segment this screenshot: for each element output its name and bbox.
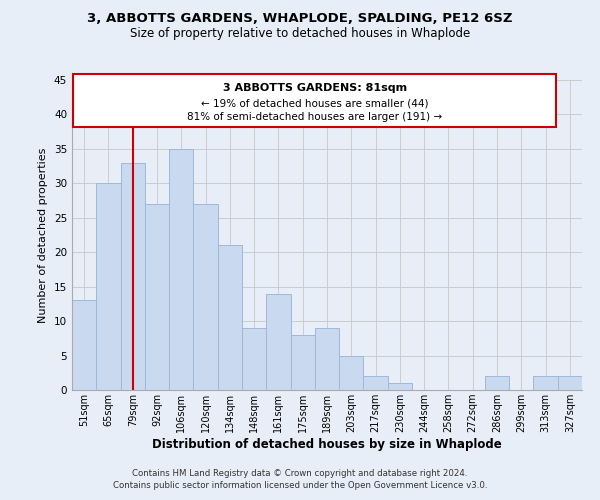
Text: ← 19% of detached houses are smaller (44): ← 19% of detached houses are smaller (44… <box>201 98 428 108</box>
Bar <box>339 356 364 390</box>
Text: 81% of semi-detached houses are larger (191) →: 81% of semi-detached houses are larger (… <box>187 112 442 122</box>
Bar <box>558 376 582 390</box>
Bar <box>73 74 556 127</box>
Bar <box>242 328 266 390</box>
Bar <box>290 335 315 390</box>
Bar <box>145 204 169 390</box>
Bar <box>218 246 242 390</box>
Y-axis label: Number of detached properties: Number of detached properties <box>38 148 49 322</box>
Bar <box>121 162 145 390</box>
Text: 3 ABBOTTS GARDENS: 81sqm: 3 ABBOTTS GARDENS: 81sqm <box>223 83 407 93</box>
Bar <box>315 328 339 390</box>
Text: Contains public sector information licensed under the Open Government Licence v3: Contains public sector information licen… <box>113 481 487 490</box>
Text: Size of property relative to detached houses in Whaplode: Size of property relative to detached ho… <box>130 28 470 40</box>
Bar <box>266 294 290 390</box>
Text: Contains HM Land Registry data © Crown copyright and database right 2024.: Contains HM Land Registry data © Crown c… <box>132 468 468 477</box>
Text: 3, ABBOTTS GARDENS, WHAPLODE, SPALDING, PE12 6SZ: 3, ABBOTTS GARDENS, WHAPLODE, SPALDING, … <box>87 12 513 26</box>
Bar <box>72 300 96 390</box>
Bar <box>388 383 412 390</box>
Bar <box>193 204 218 390</box>
Bar <box>364 376 388 390</box>
Bar <box>96 184 121 390</box>
Bar <box>485 376 509 390</box>
X-axis label: Distribution of detached houses by size in Whaplode: Distribution of detached houses by size … <box>152 438 502 451</box>
Bar <box>169 149 193 390</box>
Bar <box>533 376 558 390</box>
